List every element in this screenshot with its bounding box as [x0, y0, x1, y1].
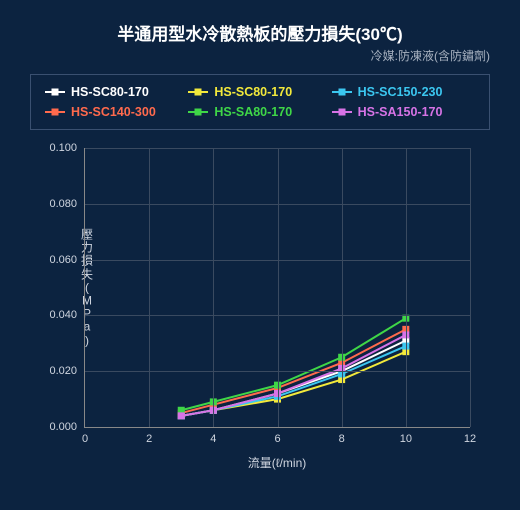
gridline-v: [470, 148, 471, 427]
y-tick-label: 0.080: [49, 198, 85, 210]
legend: HS-SC80-170 HS-SC80-170 HS-SC150-230 HS-…: [30, 74, 490, 130]
legend-swatch: [45, 111, 65, 113]
chart-container: 半通用型水冷散熱板的壓力損失(30℃) 冷媒:防凍液(含防鏽劑) HS-SC80…: [0, 0, 520, 510]
legend-item: HS-SC80-170: [45, 85, 188, 99]
legend-label: HS-SA80-170: [214, 105, 292, 119]
legend-item: HS-SC140-300: [45, 105, 188, 119]
x-tick-label: 2: [146, 427, 152, 445]
x-tick-label: 4: [210, 427, 216, 445]
chart-title: 半通用型水冷散熱板的壓力損失(30℃): [30, 20, 490, 45]
gridline-v: [342, 148, 343, 427]
x-tick-label: 8: [339, 427, 345, 445]
legend-swatch: [332, 91, 352, 93]
y-tick-label: 0.040: [49, 309, 85, 321]
x-tick-label: 0: [82, 427, 88, 445]
plot-area: 0.0000.0200.0400.0600.0800.100024681012: [84, 148, 470, 428]
legend-swatch: [188, 111, 208, 113]
y-tick-label: 0.060: [49, 254, 85, 266]
gridline-v: [278, 148, 279, 427]
y-tick-label: 0.000: [49, 421, 85, 433]
legend-swatch: [188, 91, 208, 93]
y-tick-label: 0.020: [49, 365, 85, 377]
legend-label: HS-SC150-230: [358, 85, 443, 99]
gridline-v: [149, 148, 150, 427]
legend-swatch: [332, 111, 352, 113]
legend-item: HS-SA150-170: [332, 105, 475, 119]
legend-label: HS-SC80-170: [214, 85, 292, 99]
x-tick-label: 12: [464, 427, 476, 445]
legend-item: HS-SA80-170: [188, 105, 331, 119]
legend-swatch: [45, 91, 65, 93]
series-line: [181, 318, 406, 410]
x-tick-label: 6: [274, 427, 280, 445]
gridline-v: [406, 148, 407, 427]
series-marker: [178, 412, 185, 419]
x-axis-title: 流量(ℓ/min): [84, 454, 470, 471]
y-tick-label: 0.100: [49, 142, 85, 154]
x-tick-label: 10: [400, 427, 412, 445]
legend-item: HS-SC150-230: [332, 85, 475, 99]
gridline-v: [213, 148, 214, 427]
legend-label: HS-SA150-170: [358, 105, 443, 119]
legend-item: HS-SC80-170: [188, 85, 331, 99]
chart-subtitle: 冷媒:防凍液(含防鏽劑): [30, 47, 490, 64]
legend-label: HS-SC140-300: [71, 105, 156, 119]
legend-label: HS-SC80-170: [71, 85, 149, 99]
plot-region: 壓力損失(MPa) 0.0000.0200.0400.0600.0800.100…: [84, 148, 470, 428]
